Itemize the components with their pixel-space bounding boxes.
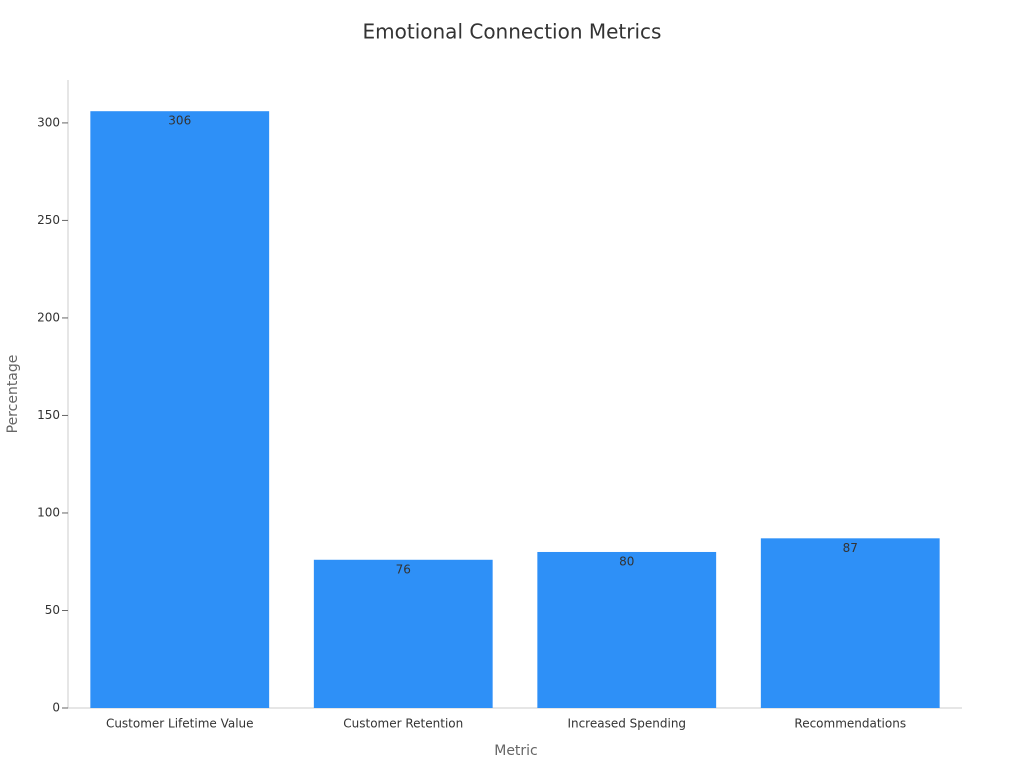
x-tick-label: Recommendations — [794, 717, 906, 731]
chart-title: Emotional Connection Metrics — [363, 20, 662, 44]
x-tick-label: Customer Retention — [343, 717, 463, 731]
data-label: 80 — [619, 554, 634, 568]
y-axis-title: Percentage — [5, 355, 21, 434]
bar — [760, 538, 940, 708]
x-tick-label: Increased Spending — [567, 717, 686, 731]
y-tick-label: 150 — [37, 408, 60, 422]
x-axis-title: Metric — [494, 743, 538, 759]
data-label: 306 — [168, 114, 191, 128]
y-tick-label: 100 — [37, 505, 60, 519]
x-tick-label: Customer Lifetime Value — [106, 717, 254, 731]
bar — [313, 559, 493, 708]
y-tick-label: 0 — [52, 701, 60, 715]
y-tick-label: 250 — [37, 213, 60, 227]
y-tick-label: 50 — [45, 603, 60, 617]
bar — [90, 111, 270, 709]
y-tick-label: 200 — [37, 310, 60, 324]
bar — [537, 551, 717, 708]
data-label: 87 — [843, 541, 858, 555]
y-tick-label: 300 — [37, 115, 60, 129]
data-label: 76 — [396, 562, 411, 576]
